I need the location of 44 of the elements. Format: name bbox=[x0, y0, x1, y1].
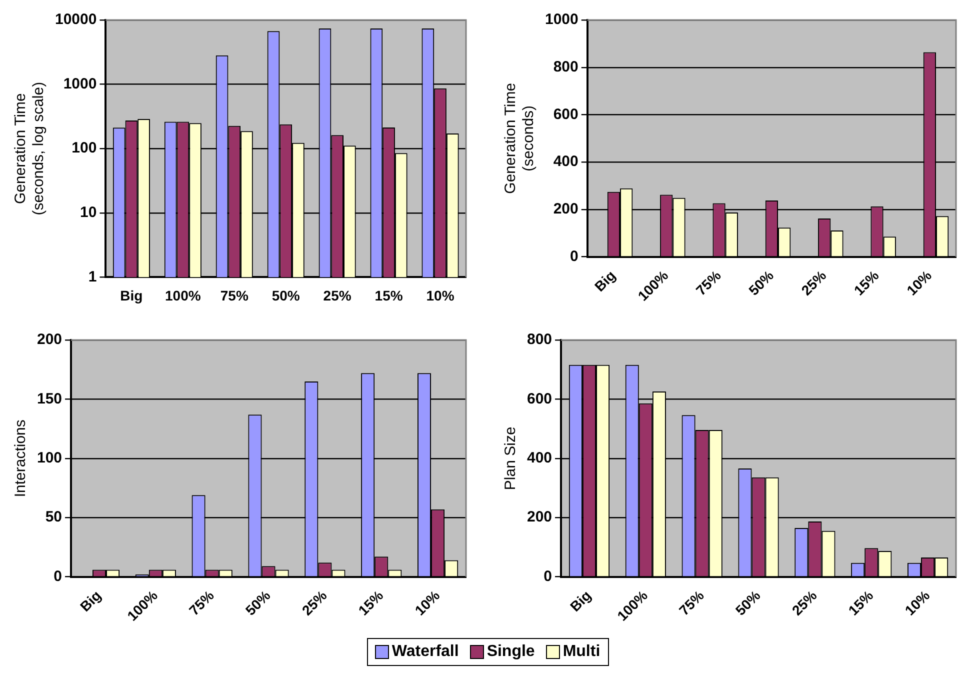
y-tick-label: 0 bbox=[544, 568, 552, 585]
y-tick-label: 800 bbox=[526, 331, 552, 348]
y-tick-label: 200 bbox=[553, 200, 578, 218]
y-tick-label: 200 bbox=[36, 331, 62, 348]
y-tick-label: 1 bbox=[88, 268, 97, 286]
y-tick-label: 400 bbox=[526, 450, 552, 467]
y-axis-title: Interactions bbox=[12, 420, 30, 498]
y-tick-label: 1000 bbox=[544, 11, 578, 28]
x-tick-label: Big bbox=[120, 287, 143, 304]
x-tick-label: 50% bbox=[745, 266, 777, 298]
y-tick-label: 150 bbox=[36, 390, 62, 408]
legend-label: Single bbox=[486, 643, 535, 661]
legend-label: Multi bbox=[562, 643, 600, 661]
y-tick-label: 10000 bbox=[54, 11, 97, 28]
x-tick-label: 75% bbox=[220, 287, 249, 304]
y-tick-label: 0 bbox=[54, 568, 62, 585]
y-tick-label: 1000 bbox=[63, 75, 97, 92]
y-tick-label: 10 bbox=[80, 204, 97, 222]
x-tick-label: 10% bbox=[426, 287, 455, 304]
y-tick-label: 600 bbox=[526, 390, 552, 408]
y-axis-title: Generation Time (seconds, log scale) bbox=[12, 82, 48, 216]
x-tick-label: 25% bbox=[323, 287, 352, 304]
y-tick-label: 800 bbox=[553, 58, 578, 76]
x-tick-label: Big bbox=[591, 267, 619, 295]
x-tick-label: Big bbox=[76, 587, 104, 615]
x-tick-label: 50% bbox=[242, 586, 274, 618]
y-tick-label: 100 bbox=[36, 450, 62, 467]
x-tick-label: 75% bbox=[186, 586, 218, 618]
x-tick-label: 50% bbox=[272, 287, 300, 304]
y-tick-label: 100 bbox=[72, 140, 97, 157]
x-tick-label: 15% bbox=[374, 287, 404, 304]
x-tick-label: Big bbox=[566, 587, 594, 615]
x-tick-label: 100% bbox=[165, 287, 202, 304]
y-tick-label: 200 bbox=[526, 508, 552, 526]
x-tick-label: 75% bbox=[676, 586, 708, 618]
y-axis-title: Generation Time (seconds) bbox=[502, 82, 538, 194]
y-tick-label: 600 bbox=[553, 106, 578, 123]
y-axis-title: Plan Size bbox=[502, 426, 520, 490]
legend-label: Waterfall bbox=[392, 643, 459, 661]
y-tick-label: 400 bbox=[553, 153, 578, 170]
x-tick-label: 75% bbox=[692, 266, 724, 298]
y-tick-label: 0 bbox=[570, 248, 578, 265]
x-tick-label: 50% bbox=[732, 586, 764, 618]
y-tick-label: 50 bbox=[45, 508, 62, 526]
